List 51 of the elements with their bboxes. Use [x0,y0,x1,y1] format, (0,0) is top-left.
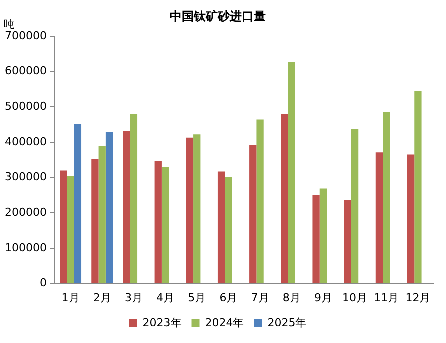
bar [225,177,232,284]
bar [312,195,320,284]
y-tick-label: 300000 [4,170,47,184]
x-tick-label: 4月 [156,291,175,304]
bar [376,152,384,284]
bar [74,124,82,284]
bar [320,188,328,284]
bar [281,114,288,284]
legend-label: 2025年 [268,316,307,330]
bar [67,176,74,284]
y-tick-label: 400000 [4,135,47,148]
bar [106,132,114,284]
bar [162,168,170,284]
x-tick-label: 10月 [342,291,368,304]
bar [123,131,130,284]
y-tick-label: 200000 [4,206,47,219]
bar [250,145,257,284]
x-tick-label: 11月 [374,291,400,304]
bar [218,172,226,284]
chart-title: 中国钛矿砂进口量 [170,9,266,24]
bar [414,91,422,284]
y-tick-label: 600000 [4,64,47,78]
bar [194,134,201,284]
y-tick-label: 500000 [4,100,47,113]
legend-label: 2024年 [205,316,244,330]
x-tick-label: 6月 [220,291,238,304]
y-tick-label: 100000 [4,241,47,254]
bar [407,154,415,284]
x-tick-label: 1月 [62,291,80,304]
bar [344,200,352,284]
bar [92,159,99,284]
y-axis-title: 吨 [4,18,15,31]
x-tick-label: 5月 [188,291,206,304]
bar [98,146,106,284]
x-tick-label: 12月 [406,291,431,304]
bar [288,62,296,284]
bar [383,112,390,284]
x-tick-label: 8月 [282,291,301,304]
x-tick-label: 3月 [124,291,143,304]
bar [60,170,68,284]
bar [351,129,359,284]
bar [256,120,264,284]
bar [154,161,162,284]
bar [130,114,138,284]
x-tick-label: 2月 [93,291,112,304]
y-tick-label: 0 [40,276,47,290]
legend-label: 2023年 [142,316,182,330]
x-tick-label: 9月 [314,291,332,304]
x-tick-label: 7月 [251,291,270,304]
bar [186,138,194,284]
y-tick-label: 700000 [4,29,47,42]
